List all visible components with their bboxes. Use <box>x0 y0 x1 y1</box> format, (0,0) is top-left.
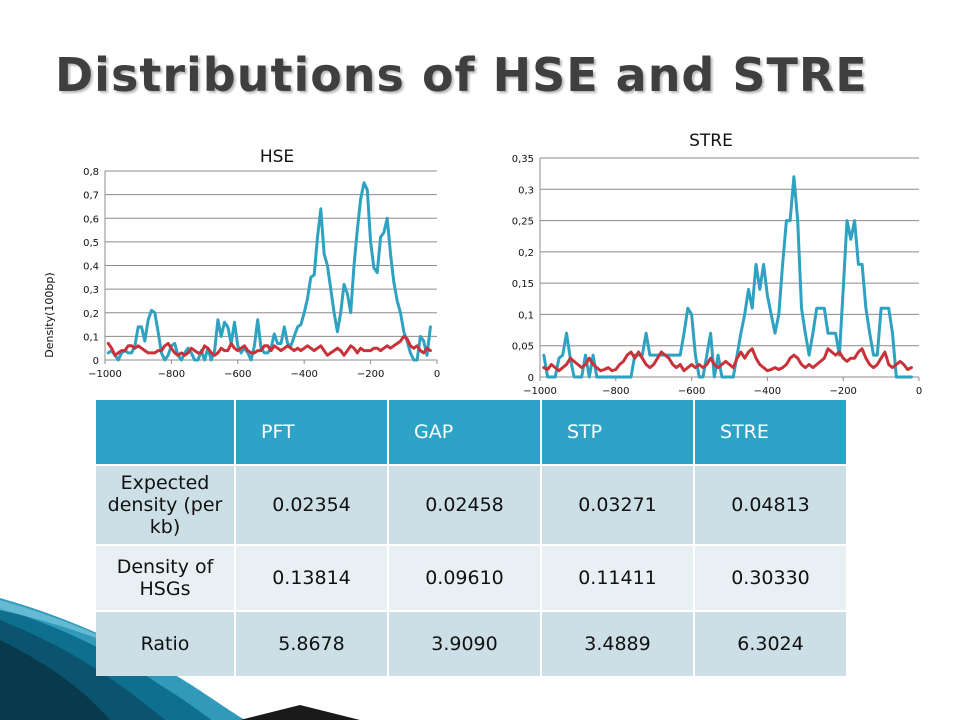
y-tick-label: 0,6 <box>83 214 99 225</box>
series-line-1 <box>106 181 432 362</box>
row-label: Expected density (per kb) <box>96 464 236 545</box>
table-cell: 3.9090 <box>388 610 542 676</box>
density-table: PFT GAP STP STRE Expected density (per k… <box>96 400 848 676</box>
plot-area: 0 0,05 0,1 0,15 0,2 0,25 0,3 0,35 −1000 −800 −600 −… <box>512 154 922 397</box>
y-tick-label: 0,4 <box>83 262 99 273</box>
series-line-1 <box>542 175 913 379</box>
header-cell-pft: PFT <box>235 400 389 465</box>
row-label: Density of HSGs <box>96 544 236 611</box>
y-axis-label: Density(100bp) <box>43 272 56 357</box>
header-cell-stre: STRE <box>694 400 848 465</box>
x-tick-label: −200 <box>829 386 856 397</box>
table-cell: 0.02458 <box>388 464 542 545</box>
x-tick-label: 0 <box>434 369 440 380</box>
y-tick-label: 0,25 <box>512 217 534 228</box>
table-cell: 6.3024 <box>694 610 848 676</box>
y-tick-label: 0,2 <box>83 309 99 320</box>
stre-chart: STRE 0 0,05 0,1 0,15 0,2 0,25 0,3 0,35 −1000 −800… <box>512 131 922 397</box>
y-tick-label: 0,05 <box>512 342 534 353</box>
x-tick-label: −800 <box>158 369 185 380</box>
x-tick-label: −800 <box>602 386 629 397</box>
y-tick-label: 0 <box>528 373 534 384</box>
hse-chart: HSE Density(100bp) 0 0,1 0,2 0,3 0,4 0,5 0,6 0,… <box>43 147 440 380</box>
y-tick-label: 0,7 <box>83 191 99 202</box>
header-cell-gap: GAP <box>388 400 542 465</box>
table-row: Density of HSGs 0.13814 0.09610 0.11411 … <box>96 544 848 611</box>
y-tick-label: 0,3 <box>83 285 99 296</box>
y-tick-label: 0 <box>93 356 99 367</box>
table-row: Expected density (per kb) 0.02354 0.0245… <box>96 464 848 545</box>
x-tick-label: −1000 <box>523 386 557 397</box>
x-tick-label: −400 <box>754 386 781 397</box>
table-cell: 0.04813 <box>694 464 848 545</box>
table-header-row: PFT GAP STP STRE <box>96 400 848 465</box>
chart-title: STRE <box>689 131 733 151</box>
x-tick-label: −400 <box>290 369 317 380</box>
y-tick-label: 0,1 <box>518 310 534 321</box>
table-cell: 0.11411 <box>541 544 695 611</box>
chart-title: HSE <box>260 147 294 167</box>
table-cell: 3.4889 <box>541 610 695 676</box>
y-tick-label: 0,3 <box>518 185 534 196</box>
y-tick-label: 0,5 <box>83 238 99 249</box>
y-tick-label: 0,8 <box>83 167 99 178</box>
x-tick-label: −600 <box>678 386 705 397</box>
table-cell: 0.03271 <box>541 464 695 545</box>
header-cell-stp: STP <box>541 400 695 465</box>
table-cell: 0.09610 <box>388 544 542 611</box>
row-label: Ratio <box>96 610 236 676</box>
x-tick-label: 0 <box>916 386 922 397</box>
y-tick-label: 0,35 <box>512 154 534 165</box>
x-tick-label: −1000 <box>88 369 122 380</box>
table-row: Ratio 5.8678 3.9090 3.4889 6.3024 <box>96 610 848 676</box>
y-tick-label: 0,2 <box>518 248 534 259</box>
table-cell: 0.13814 <box>235 544 389 611</box>
y-tick-label: 0,1 <box>83 332 99 343</box>
table-cell: 5.8678 <box>235 610 389 676</box>
x-tick-label: −600 <box>224 369 251 380</box>
table-cell: 0.02354 <box>235 464 389 545</box>
table-cell: 0.30330 <box>694 544 848 611</box>
header-cell-empty <box>96 400 236 465</box>
y-tick-label: 0,15 <box>512 279 534 290</box>
x-tick-label: −200 <box>357 369 384 380</box>
slide-title: Distributions of HSE and STRE <box>55 48 868 102</box>
series-line-2 <box>106 334 432 357</box>
series-line-2 <box>542 347 913 373</box>
plot-area: 0 0,1 0,2 0,3 0,4 0,5 0,6 0,7 0,8 −1000 −800 −600 −4… <box>83 167 440 380</box>
